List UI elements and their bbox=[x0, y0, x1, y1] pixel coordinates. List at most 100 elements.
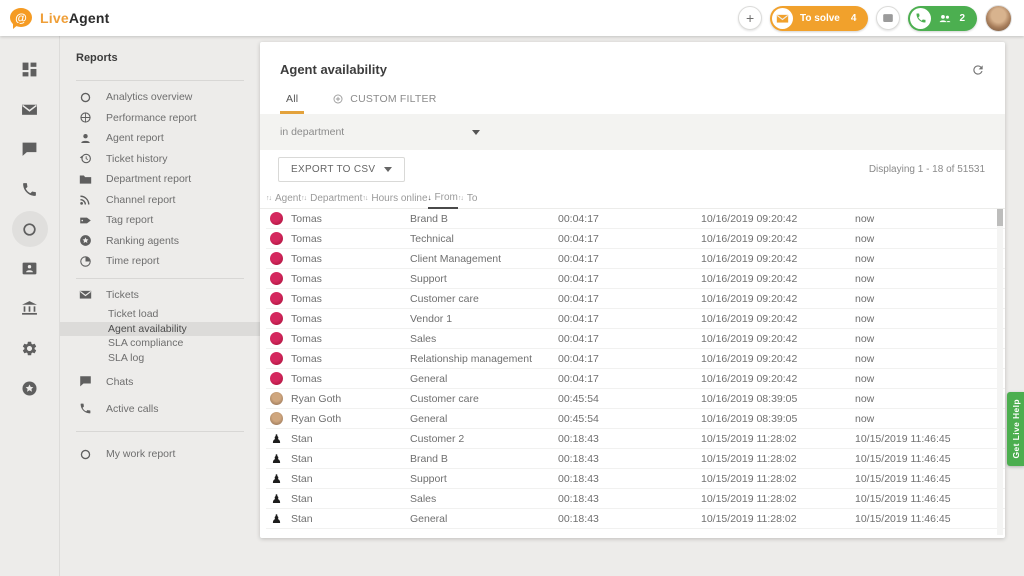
column-header-hours-online[interactable]: ↑↓ Hours online bbox=[362, 188, 427, 209]
agent-cell: Stan bbox=[266, 472, 410, 485]
nav-item-ranking-agents[interactable]: Ranking agents bbox=[76, 231, 260, 252]
nav-item-sla-log[interactable]: SLA log bbox=[108, 351, 145, 364]
rail-item-contacts[interactable] bbox=[12, 257, 48, 280]
reports-sidebar: Reports Analytics overview Performance r… bbox=[60, 36, 260, 576]
table-row[interactable]: Tomas Customer care 00:04:17 10/16/2019 … bbox=[266, 289, 1005, 309]
table-row[interactable]: Tomas General 00:04:17 10/16/2019 09:20:… bbox=[266, 369, 1005, 389]
nav-item-label: Performance report bbox=[106, 111, 197, 124]
table-row[interactable]: Tomas Sales 00:04:17 10/16/2019 09:20:42… bbox=[266, 329, 1005, 349]
agent-name: Tomas bbox=[291, 292, 322, 305]
agent-avatar bbox=[270, 312, 283, 325]
agent-name: Stan bbox=[291, 512, 313, 525]
rail-item-tickets[interactable] bbox=[12, 98, 48, 121]
table-row[interactable]: Tomas Vendor 1 00:04:17 10/16/2019 09:20… bbox=[266, 309, 1005, 329]
to-cell: 10/15/2019 11:46:45 bbox=[855, 472, 951, 485]
nav-item-agent-report[interactable]: Agent report bbox=[76, 128, 260, 149]
table-row[interactable]: Tomas Relationship management 00:04:17 1… bbox=[266, 349, 1005, 369]
agent-avatar bbox=[270, 512, 283, 525]
nav-item-analytics-overview[interactable]: Analytics overview bbox=[76, 87, 260, 108]
rail-item-academy[interactable] bbox=[12, 297, 48, 320]
chat-square-icon bbox=[881, 11, 895, 25]
from-cell: 10/16/2019 09:20:42 bbox=[701, 252, 798, 265]
agent-cell: Tomas bbox=[266, 232, 410, 245]
to-solve-button[interactable]: To solve 4 bbox=[770, 5, 869, 31]
from-cell: 10/15/2019 11:28:02 bbox=[701, 512, 797, 525]
nav-item-chats[interactable]: Chats bbox=[76, 371, 260, 392]
sort-icon: ↑↓ bbox=[301, 194, 307, 202]
to-cell: now bbox=[855, 332, 875, 345]
rail-item-reports[interactable] bbox=[11, 211, 48, 247]
table-row[interactable]: Stan Support 00:18:43 10/15/2019 11:28:0… bbox=[266, 469, 1005, 489]
nav-item-ticket-load[interactable]: Ticket load bbox=[108, 308, 159, 320]
nav-item-tickets[interactable]: Tickets bbox=[76, 285, 260, 306]
table-row[interactable]: Stan Sales 00:18:43 10/15/2019 11:28:02 … bbox=[266, 489, 1005, 509]
scrollbar-thumb[interactable] bbox=[997, 209, 1003, 226]
table-row[interactable]: Stan Customer 2 00:18:43 10/15/2019 11:2… bbox=[266, 429, 1005, 449]
column-header-to[interactable]: ↑↓ To bbox=[458, 188, 478, 209]
get-live-help-button[interactable]: Get Live Help bbox=[1007, 392, 1024, 466]
department-filter-dropdown[interactable]: in department bbox=[260, 114, 1005, 150]
nav-item-department-report[interactable]: Department report bbox=[76, 169, 260, 190]
table-row[interactable]: Ryan Goth Customer care 00:45:54 10/16/2… bbox=[266, 389, 1005, 409]
table-row[interactable]: Ryan Goth General 00:45:54 10/16/2019 08… bbox=[266, 409, 1005, 429]
table-row[interactable]: Tomas Client Management 00:04:17 10/16/2… bbox=[266, 249, 1005, 269]
department-cell: Support bbox=[410, 472, 447, 485]
table-body: Tomas Brand B 00:04:17 10/16/2019 09:20:… bbox=[260, 209, 1005, 538]
active-calls-button[interactable]: 2 bbox=[908, 5, 977, 31]
refresh-button[interactable] bbox=[971, 63, 985, 77]
rail-item-calls[interactable] bbox=[12, 178, 48, 201]
nav-item-channel-report[interactable]: Channel report bbox=[76, 190, 260, 211]
nav-item-label: Agent report bbox=[106, 132, 164, 145]
nav-item-tag-report[interactable]: Tag report bbox=[76, 210, 260, 231]
divider bbox=[76, 80, 244, 81]
rail-item-chats[interactable] bbox=[12, 138, 48, 161]
rail-item-settings[interactable] bbox=[12, 337, 48, 360]
user-avatar[interactable] bbox=[985, 4, 1012, 32]
nav-item-icon bbox=[78, 375, 92, 388]
agent-cell: Stan bbox=[266, 432, 410, 445]
tab-all[interactable]: All bbox=[280, 83, 305, 114]
rail-item-badges[interactable] bbox=[12, 377, 48, 400]
hours-online-cell: 00:04:17 bbox=[558, 212, 599, 225]
table-row[interactable]: Stan Brand B 00:18:43 10/15/2019 11:28:0… bbox=[266, 449, 1005, 469]
department-cell: Support bbox=[410, 272, 447, 285]
department-cell: General bbox=[410, 372, 448, 385]
sort-icon: ↑↓ bbox=[457, 194, 464, 202]
from-cell: 10/16/2019 09:20:42 bbox=[701, 212, 798, 225]
column-header-agent[interactable]: ↑↓ Agent bbox=[266, 188, 301, 209]
displaying-count: Displaying 1 - 18 of 51531 bbox=[868, 164, 985, 175]
from-cell: 10/15/2019 11:28:02 bbox=[701, 472, 797, 485]
table-row[interactable]: Stan General 00:18:43 10/15/2019 11:28:0… bbox=[266, 509, 1005, 529]
hours-online-cell: 00:04:17 bbox=[558, 372, 599, 385]
table-row[interactable]: Tomas Technical 00:04:17 10/16/2019 09:2… bbox=[266, 229, 1005, 249]
department-cell: Client Management bbox=[410, 252, 502, 265]
rail-item-dashboard[interactable] bbox=[12, 58, 48, 81]
nav-item-ticket-history[interactable]: Ticket history bbox=[76, 149, 260, 170]
export-to-csv-button[interactable]: EXPORT TO CSV bbox=[278, 157, 406, 182]
hours-online-cell: 00:45:54 bbox=[558, 412, 599, 425]
nav-item-active-calls[interactable]: Active calls bbox=[76, 398, 260, 419]
nav-item-my-work-report[interactable]: My work report bbox=[76, 444, 260, 465]
liveagent-logo[interactable]: @ LiveAgent bbox=[10, 7, 110, 29]
add-button[interactable]: + bbox=[738, 6, 763, 30]
agent-avatar bbox=[270, 232, 283, 245]
phone-icon bbox=[910, 7, 932, 29]
nav-item-time-report[interactable]: Time report bbox=[76, 251, 260, 272]
table-row[interactable]: Tomas Support 00:04:17 10/16/2019 09:20:… bbox=[266, 269, 1005, 289]
column-header-department[interactable]: ↑↓ Department bbox=[301, 188, 362, 209]
table-scrollbar[interactable] bbox=[997, 209, 1003, 535]
to-cell: now bbox=[855, 292, 875, 305]
column-label: Hours online bbox=[371, 192, 428, 204]
agent-cell: Tomas bbox=[266, 372, 410, 385]
department-cell: Brand B bbox=[410, 212, 448, 225]
nav-item-performance-report[interactable]: Performance report bbox=[76, 108, 260, 129]
agent-name: Tomas bbox=[291, 352, 322, 365]
from-cell: 10/15/2019 11:28:02 bbox=[701, 492, 797, 505]
column-header-from[interactable]: ↓ From bbox=[427, 188, 458, 209]
chat-flag-button[interactable] bbox=[876, 6, 901, 30]
nav-item-agent-availability[interactable]: Agent availability bbox=[60, 321, 260, 336]
nav-item-icon bbox=[78, 91, 92, 104]
table-row[interactable]: Tomas Brand B 00:04:17 10/16/2019 09:20:… bbox=[266, 209, 1005, 229]
tab-custom-filter[interactable]: CUSTOM FILTER bbox=[326, 83, 442, 114]
nav-item-sla-compliance[interactable]: SLA compliance bbox=[108, 337, 184, 349]
